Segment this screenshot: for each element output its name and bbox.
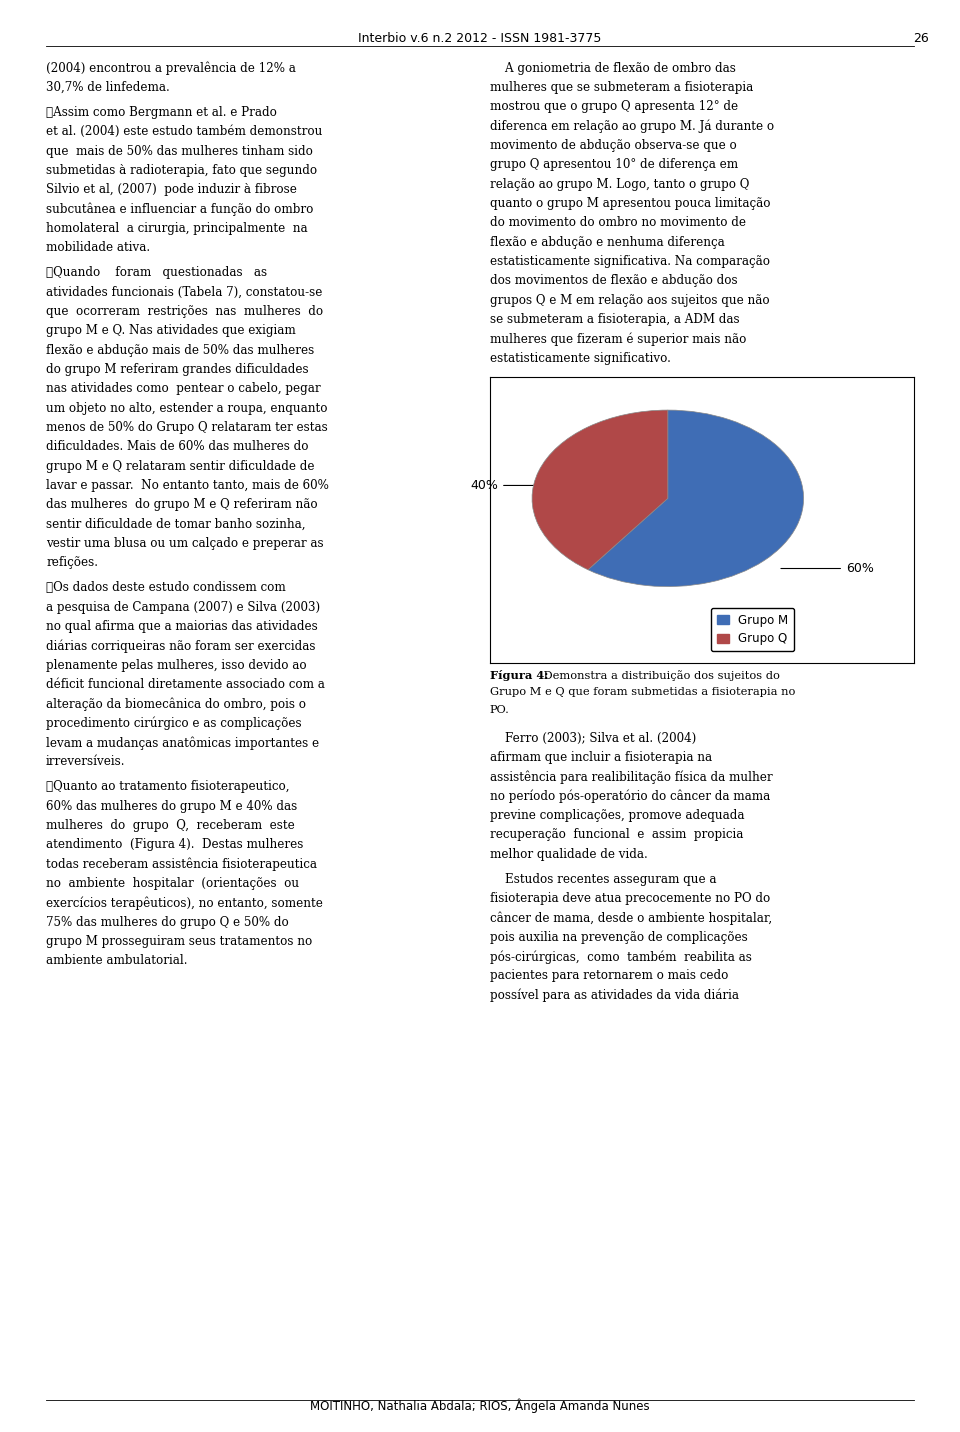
Text: possível para as atividades da vida diária: possível para as atividades da vida diár… xyxy=(490,988,738,1002)
Text: Interbio v.6 n.2 2012 - ISSN 1981-3775: Interbio v.6 n.2 2012 - ISSN 1981-3775 xyxy=(358,32,602,44)
Text: no  ambiente  hospitalar  (orientações  ou: no ambiente hospitalar (orientações ou xyxy=(46,876,300,891)
Text: fisioterapia deve atua precocemente no PO do: fisioterapia deve atua precocemente no P… xyxy=(490,892,770,905)
Text: 30,7% de linfedema.: 30,7% de linfedema. xyxy=(46,80,170,95)
Text: Fígura 4:: Fígura 4: xyxy=(490,670,548,682)
Text: pois auxilia na prevenção de complicações: pois auxilia na prevenção de complicaçõe… xyxy=(490,931,747,944)
Text: subcutânea e influenciar a função do ombro: subcutânea e influenciar a função do omb… xyxy=(46,202,314,216)
Text: diferenca em relação ao grupo M. Já durante o: diferenca em relação ao grupo M. Já dura… xyxy=(490,119,774,133)
Text: PO.: PO. xyxy=(490,705,510,715)
Text: recuperação  funcional  e  assim  propicia: recuperação funcional e assim propicia xyxy=(490,828,743,842)
Text: assistência para realibilitação física da mulher: assistência para realibilitação física d… xyxy=(490,770,772,783)
Text: Assim como Bergmann et al. e Prado: Assim como Bergmann et al. e Prado xyxy=(46,106,276,119)
Text: mulheres  do  grupo  Q,  receberam  este: mulheres do grupo Q, receberam este xyxy=(46,819,295,832)
Text: exercícios terapêuticos), no entanto, somente: exercícios terapêuticos), no entanto, so… xyxy=(46,896,323,909)
Text: do grupo M referiram grandes dificuldades: do grupo M referiram grandes dificuldade… xyxy=(46,362,309,377)
Text: Estudos recentes asseguram que a: Estudos recentes asseguram que a xyxy=(490,872,716,886)
Text: dificuldades. Mais de 60% das mulheres do: dificuldades. Mais de 60% das mulheres d… xyxy=(46,440,308,454)
Text: irreversíveis.: irreversíveis. xyxy=(46,755,126,769)
Text: melhor qualidade de vida.: melhor qualidade de vida. xyxy=(490,848,647,861)
Text: MOITINHO, Nathalia Abdala; RIOS, Ângela Amanda Nunes: MOITINHO, Nathalia Abdala; RIOS, Ângela … xyxy=(310,1399,650,1413)
Text: Os dados deste estudo condissem com: Os dados deste estudo condissem com xyxy=(46,581,286,594)
Text: procedimento cirúrgico e as complicações: procedimento cirúrgico e as complicações xyxy=(46,716,301,730)
Text: A goniometria de flexão de ombro das: A goniometria de flexão de ombro das xyxy=(490,62,735,74)
Text: atendimento  (Figura 4).  Destas mulheres: atendimento (Figura 4). Destas mulheres xyxy=(46,838,303,852)
Text: submetidas à radioterapia, fato que segundo: submetidas à radioterapia, fato que segu… xyxy=(46,163,317,178)
Text: no qual afirma que a maiorias das atividades: no qual afirma que a maiorias das ativid… xyxy=(46,620,318,633)
Text: pacientes para retornarem o mais cedo: pacientes para retornarem o mais cedo xyxy=(490,969,728,982)
Text: vestir uma blusa ou um calçado e preperar as: vestir uma blusa ou um calçado e prepera… xyxy=(46,537,324,550)
Text: que  mais de 50% das mulheres tinham sido: que mais de 50% das mulheres tinham sido xyxy=(46,145,313,158)
Legend: Grupo M, Grupo Q: Grupo M, Grupo Q xyxy=(711,607,794,652)
Text: flexão e abdução mais de 50% das mulheres: flexão e abdução mais de 50% das mulhere… xyxy=(46,344,314,357)
Text: mobilidade ativa.: mobilidade ativa. xyxy=(46,241,150,255)
Text: a pesquisa de Campana (2007) e Silva (2003): a pesquisa de Campana (2007) e Silva (20… xyxy=(46,600,321,614)
Text: plenamente pelas mulheres, isso devido ao: plenamente pelas mulheres, isso devido a… xyxy=(46,659,306,672)
Text: quanto o grupo M apresentou pouca limitação: quanto o grupo M apresentou pouca limita… xyxy=(490,196,770,211)
Text: grupo M e Q relataram sentir dificuldade de: grupo M e Q relataram sentir dificuldade… xyxy=(46,460,315,473)
Text: relação ao grupo M. Logo, tanto o grupo Q: relação ao grupo M. Logo, tanto o grupo … xyxy=(490,178,749,190)
Text: (2004) encontrou a prevalência de 12% a: (2004) encontrou a prevalência de 12% a xyxy=(46,62,296,74)
Text: 26: 26 xyxy=(914,32,929,44)
Text: estatisticamente significativo.: estatisticamente significativo. xyxy=(490,351,670,365)
Text: Grupo M e Q que foram submetidas a fisioterapia no: Grupo M e Q que foram submetidas a fisio… xyxy=(490,687,795,697)
Text: ambiente ambulatorial.: ambiente ambulatorial. xyxy=(46,954,187,968)
Text: menos de 50% do Grupo Q relataram ter estas: menos de 50% do Grupo Q relataram ter es… xyxy=(46,421,327,434)
Text: sentir dificuldade de tomar banho sozinha,: sentir dificuldade de tomar banho sozinh… xyxy=(46,517,305,531)
Text: grupo Q apresentou 10° de diferença em: grupo Q apresentou 10° de diferença em xyxy=(490,158,737,172)
Text: se submeteram a fisioterapia, a ADM das: se submeteram a fisioterapia, a ADM das xyxy=(490,312,739,326)
Text: estatisticamente significativa. Na comparação: estatisticamente significativa. Na compa… xyxy=(490,255,770,268)
Text: lavar e passar.  No entanto tanto, mais de 60%: lavar e passar. No entanto tanto, mais d… xyxy=(46,478,329,493)
Text: Quando    foram   questionadas   as: Quando foram questionadas as xyxy=(46,266,267,279)
Text: Silvio et al, (2007)  pode induzir à fibrose: Silvio et al, (2007) pode induzir à fibr… xyxy=(46,183,297,196)
Text: grupos Q e M em relação aos sujeitos que não: grupos Q e M em relação aos sujeitos que… xyxy=(490,294,769,306)
Text: Ferro (2003); Silva et al. (2004): Ferro (2003); Silva et al. (2004) xyxy=(490,732,696,745)
Text: todas receberam assistência fisioterapeutica: todas receberam assistência fisioterapeu… xyxy=(46,858,317,871)
Text: 60% das mulheres do grupo M e 40% das: 60% das mulheres do grupo M e 40% das xyxy=(46,799,298,813)
Text: movimento de abdução observa-se que o: movimento de abdução observa-se que o xyxy=(490,139,736,152)
Text: et al. (2004) este estudo também demonstrou: et al. (2004) este estudo também demonst… xyxy=(46,125,323,139)
Text: diárias corriqueiras não foram ser exercidas: diárias corriqueiras não foram ser exerc… xyxy=(46,639,316,653)
Text: flexão e abdução e nenhuma diferença: flexão e abdução e nenhuma diferença xyxy=(490,235,725,249)
Text: Demonstra a distribuição dos sujeitos do: Demonstra a distribuição dos sujeitos do xyxy=(540,670,780,682)
Text: 40%: 40% xyxy=(470,478,597,493)
Text: do movimento do ombro no movimento de: do movimento do ombro no movimento de xyxy=(490,216,746,229)
Text: grupo M prosseguiram seus tratamentos no: grupo M prosseguiram seus tratamentos no xyxy=(46,935,312,948)
Text: no período pós-operatório do câncer da mama: no período pós-operatório do câncer da m… xyxy=(490,789,770,803)
Text: 60%: 60% xyxy=(780,561,874,576)
Text: dos movimentos de flexão e abdução dos: dos movimentos de flexão e abdução dos xyxy=(490,274,737,288)
Text: levam a mudanças anatômicas importantes e: levam a mudanças anatômicas importantes … xyxy=(46,736,320,749)
Text: pós-cirúrgicas,  como  também  reabilita as: pós-cirúrgicas, como também reabilita as xyxy=(490,949,752,964)
Text: mulheres que se submeteram a fisioterapia: mulheres que se submeteram a fisioterapi… xyxy=(490,80,753,95)
Text: atividades funcionais (Tabela 7), constatou-se: atividades funcionais (Tabela 7), consta… xyxy=(46,285,323,299)
Text: um objeto no alto, estender a roupa, enquanto: um objeto no alto, estender a roupa, enq… xyxy=(46,401,327,415)
Text: das mulheres  do grupo M e Q referiram não: das mulheres do grupo M e Q referiram nã… xyxy=(46,498,318,511)
Text: câncer de mama, desde o ambiente hospitalar,: câncer de mama, desde o ambiente hospita… xyxy=(490,911,772,925)
Text: mulheres que fizeram é superior mais não: mulheres que fizeram é superior mais não xyxy=(490,332,746,345)
Text: Quanto ao tratamento fisioterapeutico,: Quanto ao tratamento fisioterapeutico, xyxy=(46,780,290,793)
Text: homolateral  a cirurgia, principalmente  na: homolateral a cirurgia, principalmente n… xyxy=(46,222,308,235)
Text: grupo M e Q. Nas atividades que exigiam: grupo M e Q. Nas atividades que exigiam xyxy=(46,324,296,338)
Text: alteração da biomecânica do ombro, pois o: alteração da biomecânica do ombro, pois … xyxy=(46,697,306,710)
Text: que  ocorreram  restrições  nas  mulheres  do: que ocorreram restrições nas mulheres do xyxy=(46,305,324,318)
Text: déficit funcional diretamente associado com a: déficit funcional diretamente associado … xyxy=(46,677,324,692)
Text: mostrou que o grupo Q apresenta 12° de: mostrou que o grupo Q apresenta 12° de xyxy=(490,100,737,113)
Text: previne complicações, promove adequada: previne complicações, promove adequada xyxy=(490,809,744,822)
Text: refições.: refições. xyxy=(46,556,98,570)
Text: nas atividades como  pentear o cabelo, pegar: nas atividades como pentear o cabelo, pe… xyxy=(46,382,321,395)
Text: 75% das mulheres do grupo Q e 50% do: 75% das mulheres do grupo Q e 50% do xyxy=(46,915,289,929)
Text: afirmam que incluir a fisioterapia na: afirmam que incluir a fisioterapia na xyxy=(490,750,711,765)
